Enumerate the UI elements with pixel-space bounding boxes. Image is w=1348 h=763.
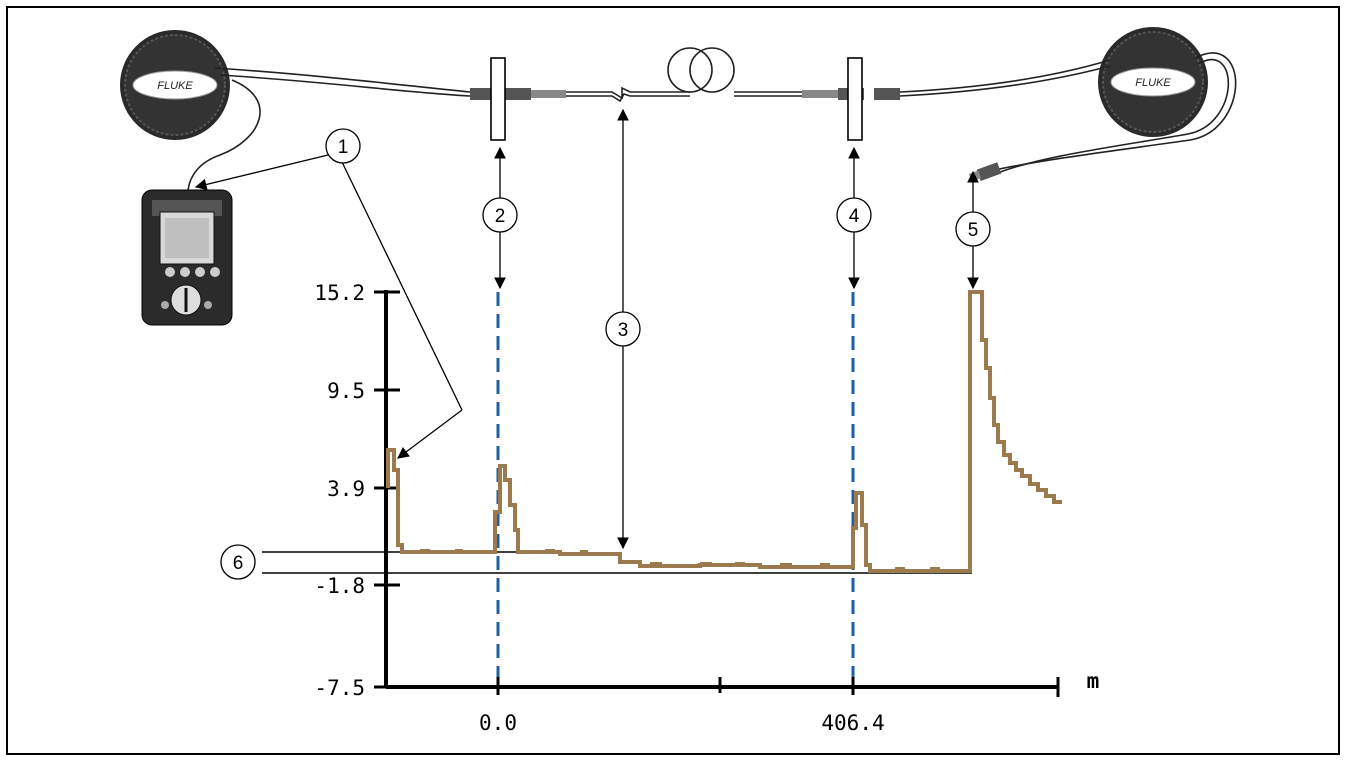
callout-5: 5	[955, 211, 991, 247]
svg-text:1: 1	[338, 137, 349, 158]
fiber-cables	[187, 47, 1237, 191]
otdr-trace	[386, 290, 1062, 573]
otdr-tester-device	[141, 189, 233, 326]
callout-6: 6	[220, 544, 256, 580]
tail-end-connector	[968, 162, 1002, 182]
connector-1	[470, 88, 566, 100]
patch-panel-plate-1	[490, 57, 506, 141]
callout-1: 1	[325, 128, 361, 164]
tail-fiber-reel: FLUKE	[1098, 27, 1208, 137]
trace-noise	[420, 549, 940, 571]
tail-reel-brand: FLUKE	[1135, 77, 1171, 89]
figure-frame	[6, 6, 1340, 755]
y-tick-label: -7.5	[314, 676, 365, 700]
svg-text:2: 2	[495, 206, 506, 227]
x-ticks: 0.0 406.4	[479, 677, 885, 735]
y-ticks: 15.2 9.5 3.9 -1.8 -7.5	[314, 281, 400, 700]
x-axis: m	[386, 669, 1099, 697]
svg-text:6: 6	[233, 553, 244, 574]
y-tick-label: 9.5	[327, 379, 365, 403]
launch-reel-brand: FLUKE	[157, 80, 193, 92]
patch-panel-plate-2	[847, 57, 863, 141]
y-tick-label: -1.8	[314, 574, 365, 598]
x-tick-label: 0.0	[479, 711, 517, 735]
x-axis-unit: m	[1087, 669, 1100, 693]
callout-4: 4	[836, 197, 872, 233]
callout-arrows	[194, 108, 979, 550]
svg-text:5: 5	[968, 220, 979, 241]
callout-2: 2	[482, 197, 518, 233]
y-tick-label: 3.9	[327, 477, 365, 501]
launch-fiber-reel: FLUKE	[120, 30, 230, 140]
callout-3: 3	[605, 311, 641, 347]
event-markers	[496, 292, 855, 688]
svg-text:3: 3	[618, 320, 629, 341]
x-tick-label: 406.4	[821, 711, 884, 735]
y-tick-label: 15.2	[314, 281, 365, 305]
svg-text:4: 4	[849, 206, 860, 227]
